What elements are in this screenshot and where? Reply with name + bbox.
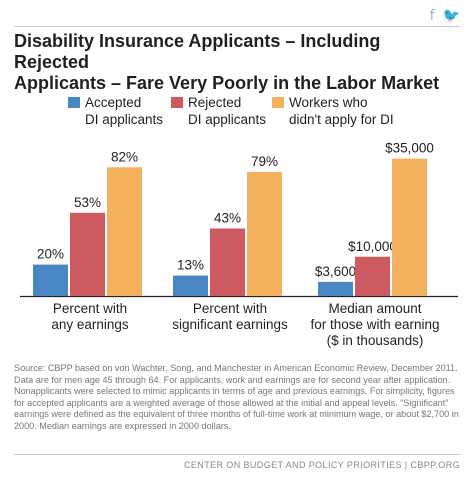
chart-title: Disability Insurance Applicants – Includ… <box>14 31 440 93</box>
category-label: Percent with significant earnings <box>172 301 288 332</box>
bar-chart: Accepted DI applicants Rejected DI applican… <box>20 95 458 348</box>
bar <box>355 256 390 296</box>
legend-label: Accepted DI applicants <box>85 95 163 127</box>
legend-swatch <box>171 97 183 108</box>
bar <box>107 167 142 296</box>
bar <box>247 171 282 296</box>
bar <box>210 228 245 296</box>
bar-value-label: $35,000 <box>385 141 434 156</box>
category-label: Percent with any earnings <box>51 301 129 332</box>
bar-value-label: 43% <box>214 210 241 225</box>
bar-value-label: 13% <box>177 258 204 273</box>
top-divider <box>14 26 460 27</box>
legend-swatch <box>272 97 284 108</box>
source-note: Source: CBPP based on von Wachter, Song,… <box>14 363 459 431</box>
bar-value-label: 82% <box>111 149 138 164</box>
legend-label: Rejected DI applicants <box>188 95 266 127</box>
facebook-icon[interactable]: f <box>429 8 435 24</box>
bar <box>318 281 353 296</box>
bar-value-label: 79% <box>251 154 278 169</box>
legend-swatch <box>68 97 80 108</box>
bar-value-label: 53% <box>74 195 101 210</box>
bar <box>173 275 208 296</box>
twitter-icon[interactable]: 🐦 <box>442 8 460 24</box>
footer-credit: CENTER ON BUDGET AND POLICY PRIORITIES |… <box>184 460 460 470</box>
bar-value-label: 20% <box>37 247 64 262</box>
category-label: Median amount for those with earning ($ in… <box>310 301 439 348</box>
bar-value-label: $3,600 <box>315 264 356 279</box>
bar <box>392 158 427 296</box>
social-links: f 🐦 <box>430 8 460 24</box>
legend-label: Workers who didn't apply for DI <box>289 95 394 127</box>
bottom-divider <box>14 454 460 455</box>
bar-value-label: $10,000 <box>348 239 397 254</box>
bar <box>70 212 105 296</box>
bar <box>33 264 68 296</box>
